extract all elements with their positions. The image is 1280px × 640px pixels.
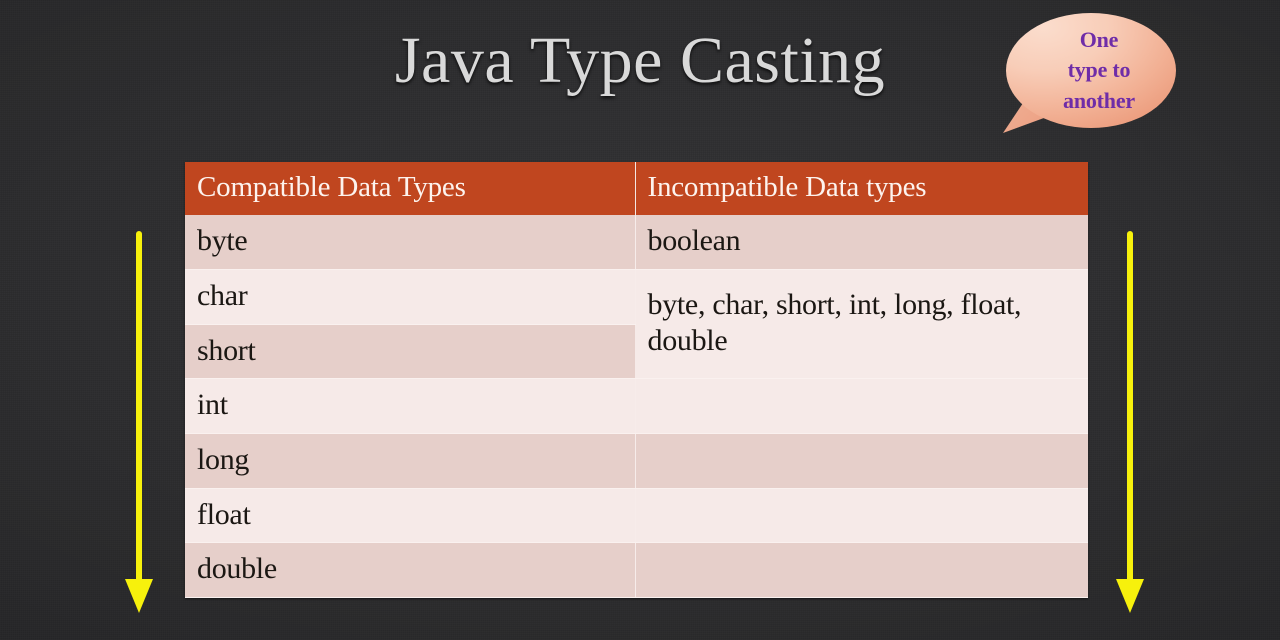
speech-bubble-line-3: another xyxy=(1063,87,1135,113)
arrow-shaft xyxy=(136,231,142,583)
cell-compatible-short: short xyxy=(185,324,635,380)
speech-bubble-body xyxy=(1006,13,1176,128)
arrow-down-right-icon xyxy=(1115,231,1145,613)
arrow-shaft xyxy=(1127,231,1133,583)
table-row: float xyxy=(185,488,1088,544)
speech-bubble-text: One type to another xyxy=(1006,13,1176,128)
cell-incompatible-empty-5 xyxy=(635,433,1088,489)
cell-compatible-char: char xyxy=(185,269,636,325)
table-header-row: Compatible Data Types Incompatible Data … xyxy=(185,162,1088,215)
speech-bubble-line-2: type to xyxy=(1067,57,1131,83)
page-title: Java Type Casting xyxy=(394,24,886,97)
cell-compatible-float: float xyxy=(185,488,636,544)
cell-incompatible-empty-7 xyxy=(635,542,1088,598)
cell-compatible-byte: byte xyxy=(185,215,636,271)
cell-compatible-int: int xyxy=(185,378,636,435)
table-row: int xyxy=(185,378,1088,435)
cell-compatible-long: long xyxy=(185,433,636,489)
speech-bubble-line-1: One xyxy=(1079,26,1119,52)
callout-speech-bubble: One type to another xyxy=(1003,13,1176,133)
table-row: double xyxy=(185,542,1088,598)
cell-incompatible-empty-4 xyxy=(635,378,1088,435)
type-casting-table: Compatible Data Types Incompatible Data … xyxy=(185,162,1088,598)
cell-incompatible-numeric-list: byte, char, short, int, long, float, dou… xyxy=(635,269,1088,380)
arrow-head xyxy=(125,579,153,613)
cell-compatible-double: double xyxy=(185,542,636,598)
column-header-compatible: Compatible Data Types xyxy=(185,162,636,215)
cell-incompatible-empty-6 xyxy=(635,488,1088,544)
cell-incompatible-boolean: boolean xyxy=(635,215,1088,271)
arrow-head xyxy=(1116,579,1144,613)
arrow-down-left-icon xyxy=(124,231,154,613)
table-row: long xyxy=(185,433,1088,489)
table-row: byte boolean xyxy=(185,215,1088,271)
table-row: char byte, char, short, int, long, float… xyxy=(185,269,1088,380)
column-header-incompatible: Incompatible Data types xyxy=(635,162,1088,215)
table-row: short xyxy=(185,324,1088,380)
